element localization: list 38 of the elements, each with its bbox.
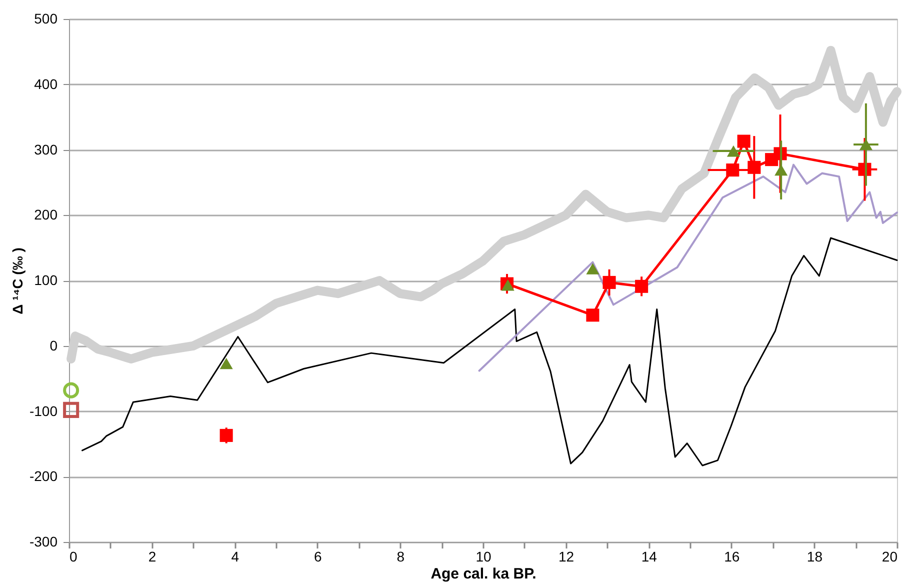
y-tick-label: 0: [50, 337, 58, 354]
point: [748, 160, 761, 174]
y-tick-label: 400: [34, 76, 58, 92]
x-tick-label: 14: [641, 548, 658, 564]
y-tick-label: 100: [34, 272, 58, 288]
line-series: [478, 164, 898, 372]
y-tick-label: 200: [34, 206, 58, 223]
line-series: [82, 237, 898, 466]
y-tick-label: -300: [29, 534, 58, 550]
point: [586, 263, 600, 274]
point: [726, 163, 740, 177]
x-tick-label: 8: [396, 548, 405, 564]
x-tick-label: 16: [724, 548, 740, 564]
y-tick-label: -100: [29, 402, 58, 419]
point: [635, 280, 648, 293]
x-tick-label: 4: [231, 548, 240, 564]
point: [726, 145, 740, 157]
x-tick-label: 2: [148, 548, 156, 564]
point: [220, 428, 233, 442]
point: [586, 308, 600, 322]
point: [774, 164, 788, 176]
x-tick-label: 0: [70, 548, 78, 564]
y-tick-label: -200: [29, 468, 58, 484]
y-tick-label: 500: [34, 10, 58, 26]
point: [602, 276, 616, 289]
x-tick-label: 18: [806, 548, 823, 564]
point: [859, 138, 872, 150]
point: [63, 402, 80, 418]
point: [63, 382, 80, 398]
x-tick-label: 20: [882, 548, 898, 564]
x-tick-label: 10: [476, 548, 492, 564]
y-tick-label: 300: [34, 141, 58, 158]
point: [220, 358, 233, 370]
x-tick-label: 12: [558, 548, 574, 564]
x-tick-label: 6: [314, 548, 322, 564]
x-axis-title: Age cal. ka BP.: [430, 566, 536, 582]
point: [737, 134, 750, 148]
y-axis-title: Δ ¹⁴C (‰ ): [9, 248, 26, 314]
